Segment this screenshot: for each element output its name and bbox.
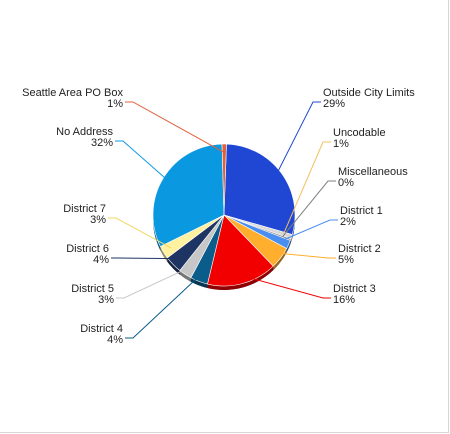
slice-label-name: No Address [56,126,113,138]
pie-slice-district-3[interactable] [207,214,274,287]
slice-labels: Outside City Limits29%Uncodable1%Miscell… [22,87,415,346]
slice-label-percent: 2% [340,216,356,228]
leader-line-8 [116,266,191,299]
slice-label-name: District 5 [71,283,114,295]
slice-label-percent: 3% [90,214,106,226]
slice-label-percent: 1% [333,138,349,150]
slice-label-name: District 3 [333,283,376,295]
leader-line-5 [273,252,336,259]
slice-label-percent: 3% [98,294,114,306]
leader-line-2 [283,141,331,235]
slice-label-percent: 16% [333,294,355,306]
leader-line-4 [280,219,338,242]
pie-slice-no-address[interactable] [152,143,225,247]
slice-label-name: District 6 [66,243,109,255]
slice-label-name: District 7 [63,203,106,215]
slice-label-name: Outside City Limits [323,87,415,99]
slice-label-percent: 5% [338,254,354,266]
pie-slice-side-6 [207,266,274,290]
slice-label-name: Seattle Area PO Box [22,87,123,99]
pie-slice-seattle-area-po-box[interactable] [221,143,227,216]
slice-label-name: District 1 [340,205,383,217]
leader-line-6 [240,274,331,299]
leader-line-12 [125,101,225,153]
leader-line-7 [125,273,203,339]
leader-line-1 [274,101,321,179]
slice-label-name: District 2 [338,243,381,255]
pie-slice-side-5 [273,248,287,271]
leader-line-10 [108,217,172,249]
leader-line-3 [282,180,336,237]
slice-label-name: Uncodable [333,127,386,139]
slice-label-name: Miscellaneous [338,166,408,178]
slice-label-percent: 32% [91,137,113,149]
slice-label-name: District 4 [80,323,123,335]
slice-label-percent: 4% [93,254,109,266]
slice-label-percent: 1% [107,98,123,110]
pie-slice-side-8 [179,270,191,282]
pie-slices [152,143,296,290]
leader-line-9 [111,257,180,260]
slice-label-percent: 4% [107,334,123,346]
leader-line-11 [115,140,171,184]
leader-lines [108,101,338,339]
slice-label-percent: 0% [338,177,354,189]
slice-label-percent: 29% [323,98,345,110]
